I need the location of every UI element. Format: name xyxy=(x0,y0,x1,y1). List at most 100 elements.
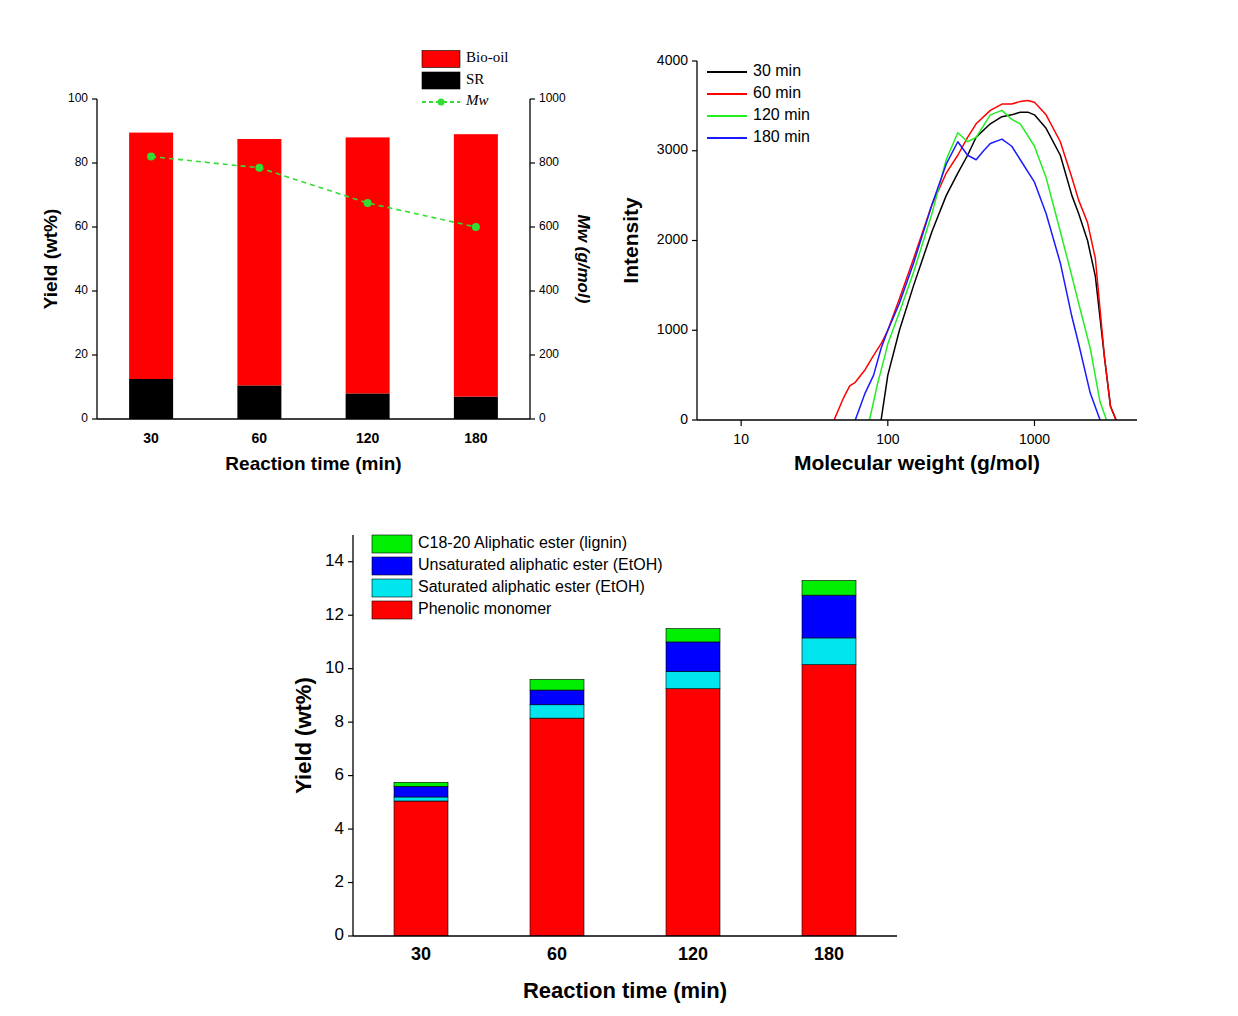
marker xyxy=(364,199,372,207)
y-tick xyxy=(348,882,353,883)
y-tick-label: 0 xyxy=(680,411,688,427)
y-tick xyxy=(692,240,697,241)
bar xyxy=(394,801,448,936)
y-tick xyxy=(348,935,353,936)
legend-label: 30 min xyxy=(753,62,801,79)
bar xyxy=(346,393,390,419)
x-tick xyxy=(1034,420,1035,426)
x-tick-label: 100 xyxy=(876,431,900,447)
y-tick-label: 60 xyxy=(75,219,89,233)
y-tick xyxy=(530,418,535,419)
legend: C18-20 Aliphatic ester (lignin)Unsaturat… xyxy=(372,534,663,619)
left-axis xyxy=(352,535,353,936)
bar xyxy=(454,134,498,396)
y-tick xyxy=(348,828,353,829)
bar xyxy=(129,379,173,419)
bar xyxy=(802,595,856,638)
y-tick xyxy=(530,290,535,291)
y-tick-label: 400 xyxy=(539,283,559,297)
legend-line xyxy=(707,71,747,73)
legend-line xyxy=(707,115,747,117)
legend-line xyxy=(707,137,747,139)
y-tick-label: 80 xyxy=(75,155,89,169)
line xyxy=(834,100,1116,420)
x-axis-title: Reaction time (min) xyxy=(523,978,727,1003)
legend-label: 60 min xyxy=(753,84,801,101)
y-tick-label: 100 xyxy=(68,91,88,105)
legend-label: Mw xyxy=(465,92,489,108)
x-tick xyxy=(887,420,888,426)
bar xyxy=(666,671,720,688)
y-tick xyxy=(530,226,535,227)
y-tick xyxy=(92,418,97,419)
bar xyxy=(530,690,584,705)
y-tick xyxy=(348,615,353,616)
y-tick xyxy=(348,668,353,669)
x-tick-label: 30 xyxy=(143,430,159,446)
y-tick-label: 0 xyxy=(81,411,88,425)
x-tick-label: 1000 xyxy=(1019,431,1050,447)
y-tick xyxy=(92,98,97,99)
bar xyxy=(802,665,856,936)
legend-swatch xyxy=(372,557,412,575)
figure: 020406080100020040060080010003060120180R… xyxy=(0,0,1238,1016)
x-tick-label: 10 xyxy=(733,431,749,447)
y-tick-label: 200 xyxy=(539,347,559,361)
y-tick xyxy=(348,775,353,776)
x-axis xyxy=(697,419,1137,420)
bar xyxy=(530,705,584,718)
right-axis xyxy=(529,99,530,419)
y-tick xyxy=(692,419,697,420)
legend-label: 180 min xyxy=(753,128,810,145)
legend-marker xyxy=(438,99,445,106)
y-tick-label: 40 xyxy=(75,283,89,297)
legend-label: Bio-oil xyxy=(466,49,509,65)
y-axis-title: Yield (wt%) xyxy=(291,677,316,794)
marker xyxy=(472,223,480,231)
x-tick-label: 60 xyxy=(252,430,268,446)
y-tick xyxy=(692,150,697,151)
x-tick-label: 180 xyxy=(814,944,844,964)
bar xyxy=(237,385,281,419)
y-tick xyxy=(692,330,697,331)
y-tick-label: 8 xyxy=(335,712,344,731)
legend-label: SR xyxy=(466,71,484,87)
x-tick xyxy=(741,420,742,426)
y-tick-label: 12 xyxy=(325,605,344,624)
line xyxy=(855,139,1100,420)
bar xyxy=(454,397,498,419)
bar xyxy=(530,718,584,936)
line xyxy=(151,157,476,227)
line xyxy=(869,110,1106,420)
x-tick-label: 30 xyxy=(411,944,431,964)
x-axis xyxy=(353,935,897,936)
x-axis xyxy=(97,418,530,419)
y-tick-label: 0 xyxy=(335,925,344,944)
bar xyxy=(666,642,720,671)
y-tick xyxy=(92,162,97,163)
bar xyxy=(530,679,584,690)
bar xyxy=(394,786,448,797)
legend: 30 min 60 min 120 min 180 min xyxy=(707,62,810,145)
legend-swatch xyxy=(372,535,412,553)
y-axis-title: Yield (wt%) xyxy=(40,209,61,310)
y-tick-label: 3000 xyxy=(657,141,688,157)
bar xyxy=(129,133,173,379)
x-tick-label: 120 xyxy=(356,430,380,446)
y-tick xyxy=(530,354,535,355)
y-tick xyxy=(530,162,535,163)
legend-label: 120 min xyxy=(753,106,810,123)
legend-label: Unsaturated aliphatic ester (EtOH) xyxy=(418,556,663,573)
legend-line xyxy=(707,93,747,95)
y-tick-label: 1000 xyxy=(657,321,688,337)
y-tick xyxy=(348,722,353,723)
y-tick-label: 0 xyxy=(539,411,546,425)
y-tick xyxy=(92,290,97,291)
y-tick-label: 2 xyxy=(335,872,344,891)
legend-swatch xyxy=(422,51,460,68)
bar xyxy=(394,797,448,801)
bar xyxy=(666,629,720,642)
bar xyxy=(394,782,448,786)
y-tick-label: 14 xyxy=(325,551,344,570)
line xyxy=(881,112,1116,420)
